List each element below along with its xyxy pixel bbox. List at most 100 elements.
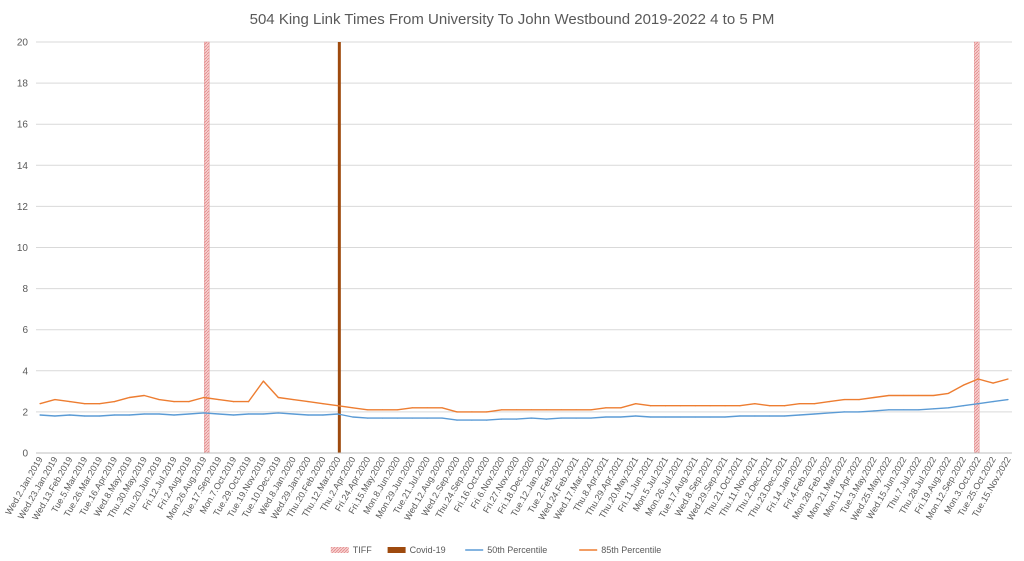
data-point	[158, 398, 160, 401]
data-point	[113, 401, 116, 403]
data-point	[694, 416, 696, 418]
data-point	[188, 413, 190, 415]
legend-label: 50th Percentile	[487, 545, 547, 555]
y-tick-label: 10	[17, 243, 29, 254]
data-point	[307, 414, 309, 416]
data-point	[813, 403, 816, 405]
data-point	[218, 398, 220, 401]
data-point	[679, 405, 681, 407]
y-tick-label: 6	[22, 325, 28, 336]
data-point	[530, 409, 533, 411]
data-point	[888, 409, 890, 411]
tiff-marker-bar	[204, 41, 210, 454]
data-point	[754, 415, 756, 417]
data-point	[188, 401, 190, 403]
data-point	[605, 407, 607, 409]
data-point	[501, 418, 503, 420]
data-point	[590, 409, 592, 411]
data-point	[977, 403, 979, 405]
data-point	[54, 398, 56, 401]
data-point	[769, 415, 771, 417]
data-point	[932, 394, 935, 397]
data-point	[54, 415, 56, 417]
y-tick-label: 4	[22, 366, 28, 377]
data-point	[367, 417, 369, 419]
data-point	[918, 409, 920, 411]
data-point	[128, 396, 130, 399]
y-tick-label: 14	[17, 161, 29, 172]
data-point	[918, 394, 920, 397]
data-point	[456, 411, 458, 413]
data-point	[486, 411, 488, 413]
data-point	[635, 403, 637, 405]
data-point	[873, 410, 875, 412]
data-point	[679, 416, 681, 418]
data-point	[828, 401, 830, 403]
tiff-marker-bar	[974, 41, 980, 454]
data-point	[352, 416, 354, 418]
legend-item: 85th Percentile	[579, 545, 661, 555]
covid-marker-bar	[337, 42, 341, 453]
data-point	[381, 417, 384, 419]
data-point	[292, 398, 294, 401]
data-point	[709, 405, 711, 407]
y-tick-label: 12	[17, 202, 29, 213]
legend: TIFF Covid-19 50th Percentile 85th Percenti…	[330, 545, 661, 555]
data-point	[545, 418, 547, 420]
data-point	[977, 378, 979, 380]
data-point	[441, 407, 443, 409]
legend-item: TIFF	[330, 545, 372, 555]
data-point	[843, 411, 845, 413]
data-point	[128, 414, 130, 416]
data-point	[158, 413, 160, 415]
legend-swatch	[387, 547, 406, 553]
data-point	[962, 384, 964, 386]
data-point	[143, 413, 145, 415]
data-point	[396, 417, 399, 419]
data-point	[411, 407, 413, 409]
data-point	[113, 414, 116, 416]
data-point	[947, 407, 950, 409]
data-point	[486, 419, 488, 421]
data-point	[575, 417, 577, 419]
series-85th-percentile-line	[39, 378, 1009, 413]
y-tick-label: 0	[22, 449, 28, 460]
data-point	[709, 416, 711, 418]
data-point	[367, 409, 369, 411]
y-tick-label: 16	[17, 120, 29, 131]
data-point	[947, 392, 950, 395]
data-point	[233, 401, 235, 403]
data-point	[426, 417, 428, 419]
data-point	[739, 415, 741, 417]
data-point	[545, 409, 547, 411]
y-tick-label: 2	[22, 407, 28, 418]
data-point	[277, 396, 279, 399]
data-point	[739, 405, 741, 407]
data-point	[39, 414, 41, 416]
data-point	[873, 396, 875, 399]
data-point	[560, 417, 562, 419]
data-point	[262, 380, 264, 382]
data-point	[649, 416, 652, 418]
legend-swatch	[330, 547, 349, 553]
x-axis: Wed.2.Jan.2019Wed.23.Jan.2019Wed.13.Feb.…	[3, 452, 1013, 523]
data-point	[575, 409, 577, 411]
data-point	[307, 401, 309, 403]
series-50th-percentile-line	[39, 398, 1009, 421]
data-point	[69, 401, 71, 403]
data-point	[352, 407, 354, 409]
y-axis: 0 2 4 6 8 10 12 14 16 18 20	[17, 38, 29, 460]
data-point	[724, 405, 726, 407]
data-point	[471, 411, 473, 413]
data-point	[664, 416, 667, 418]
data-point	[843, 398, 845, 401]
data-point	[1007, 398, 1009, 401]
data-point	[858, 398, 860, 401]
data-point	[620, 407, 622, 409]
data-point	[784, 405, 786, 407]
data-point	[694, 405, 696, 407]
data-point	[635, 415, 637, 417]
data-point	[247, 413, 250, 415]
data-point	[560, 409, 562, 411]
